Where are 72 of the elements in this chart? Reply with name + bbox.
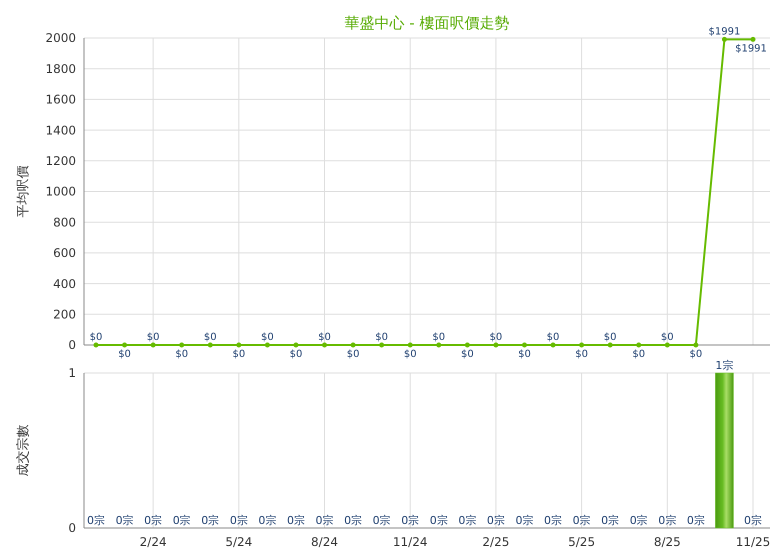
data-label: $1991 (708, 26, 740, 38)
data-label: 0宗 (544, 514, 562, 527)
x-tick-label: 11/24 (392, 535, 428, 549)
data-label: $0 (690, 349, 702, 360)
data-label: 0宗 (172, 514, 191, 527)
data-label: $0 (318, 332, 331, 343)
y-tick-label: 400 (53, 276, 76, 291)
data-label: $0 (546, 332, 560, 343)
data-label: 0宗 (372, 514, 391, 527)
data-label: 0宗 (344, 514, 362, 527)
y-axis-title: 平均呎價 (16, 166, 31, 218)
x-tick-label: 5/25 (568, 535, 596, 549)
data-label: $0 (575, 349, 588, 360)
y-tick-label: 1400 (45, 123, 76, 138)
y-tick-label: 0 (68, 338, 76, 352)
data-label: $0 (261, 332, 274, 343)
data-label: 0宗 (658, 514, 676, 527)
data-label: $0 (632, 349, 646, 360)
data-label: 0宗 (686, 514, 705, 527)
data-label: $0 (90, 332, 102, 343)
data-label: 0宗 (630, 514, 648, 527)
data-label: $0 (460, 349, 474, 360)
y-tick-label: 1800 (45, 62, 76, 76)
data-label: $0 (660, 332, 674, 343)
x-tick-label: 2/24 (140, 535, 167, 549)
data-label: $0 (490, 332, 502, 343)
y-tick-label: 200 (53, 308, 76, 322)
y-tick-label: 1 (68, 366, 76, 380)
data-label: $0 (518, 349, 531, 360)
y-tick-label: 0 (68, 521, 76, 536)
data-label: 1宗 (715, 359, 734, 372)
data-label: 0宗 (458, 514, 476, 527)
data-label: $0 (404, 349, 417, 360)
y-tick-label: 1000 (45, 184, 76, 199)
data-label: $0 (346, 349, 360, 360)
y-axis-title: 成交宗數 (15, 424, 31, 476)
data-label: 0宗 (201, 514, 220, 527)
data-label: 0宗 (401, 514, 420, 527)
data-label: 0宗 (144, 514, 162, 527)
x-tick-label: 8/25 (654, 535, 681, 549)
y-tick-label: 600 (53, 246, 76, 260)
data-label: $0 (375, 332, 388, 343)
y-tick-label: 1600 (45, 92, 76, 107)
data-label: 0宗 (744, 514, 762, 527)
data-label: $0 (432, 332, 446, 343)
x-tick-label: 8/24 (311, 535, 338, 549)
data-label: 0宗 (258, 514, 276, 527)
data-label: 0宗 (430, 514, 448, 527)
data-label: $0 (175, 349, 188, 360)
data-label: 0宗 (116, 514, 134, 527)
data-label: 0宗 (87, 514, 105, 527)
x-tick-label: 5/24 (225, 535, 252, 549)
chart-title: 華盛中心 - 樓面呎價走勢 (344, 14, 510, 32)
data-label: $0 (290, 349, 302, 360)
data-label: $0 (604, 332, 617, 343)
data-label: $0 (146, 332, 160, 343)
data-label: 0宗 (572, 514, 591, 527)
data-label: $0 (204, 332, 217, 343)
data-label: $1991 (735, 43, 767, 54)
x-tick-label: 11/25 (736, 535, 770, 549)
x-tick-label: 2/25 (482, 535, 510, 549)
data-label: 0宗 (286, 514, 305, 527)
y-tick-label: 800 (53, 215, 76, 230)
data-label: $0 (118, 349, 131, 360)
data-label: 0宗 (515, 514, 534, 527)
data-label: 0宗 (230, 514, 248, 527)
data-label: $0 (232, 349, 246, 360)
data-label: 0宗 (486, 514, 505, 527)
y-tick-label: 1200 (45, 154, 76, 168)
data-label: 0宗 (316, 514, 334, 527)
data-label: 0宗 (601, 514, 620, 527)
y-tick-label: 2000 (45, 31, 76, 46)
